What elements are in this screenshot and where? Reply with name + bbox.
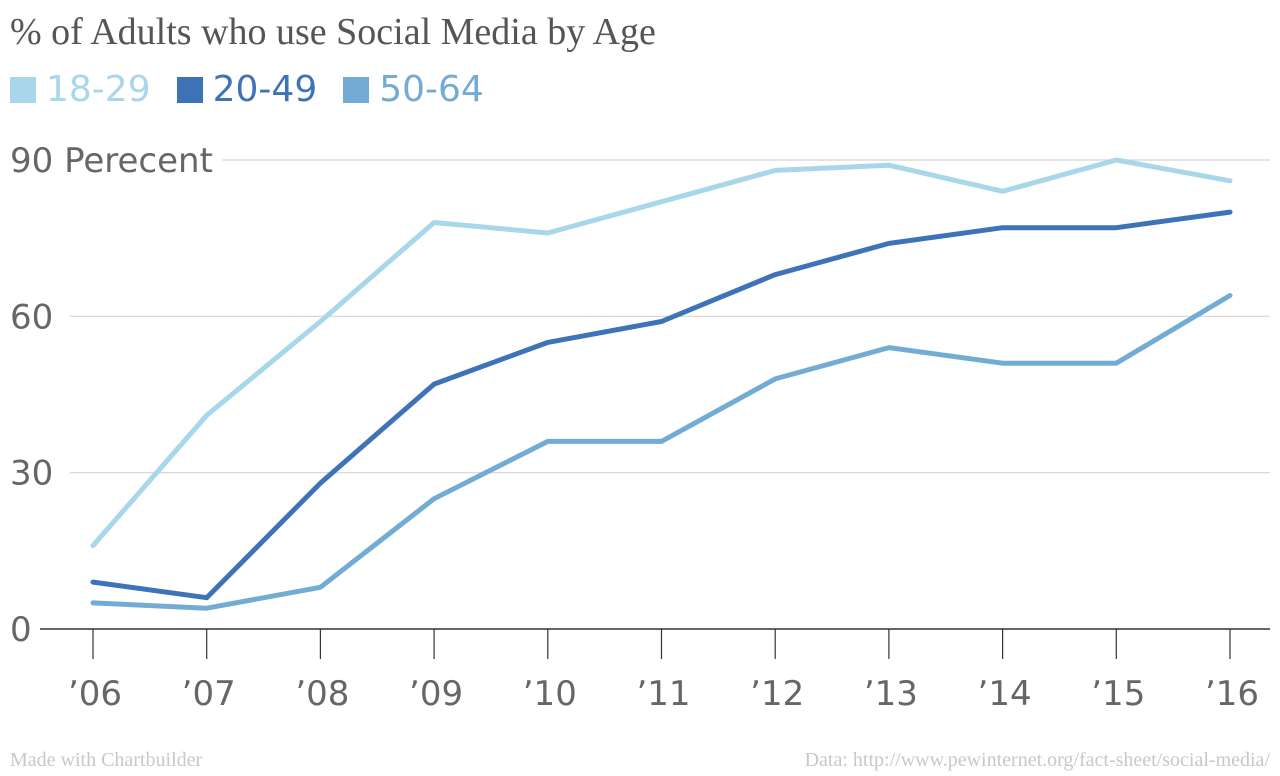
x-tick-label: ’13 [864, 674, 918, 714]
legend-item-20-49: 20-49 [176, 69, 318, 110]
legend-item-50-64: 50-64 [343, 70, 484, 110]
series-line-18-29 [90, 157, 1233, 549]
y-tick-label-30: 30 [10, 454, 53, 494]
y-tick-label-0: 0 [10, 610, 32, 650]
x-tick-label: ’08 [295, 674, 349, 714]
series-line-50-64 [90, 293, 1233, 611]
x-tick-label: ’12 [750, 674, 804, 714]
legend-label: 18-29 [46, 69, 151, 110]
y-tick-label-60: 60 [10, 297, 53, 337]
x-tick-label: ’10 [523, 674, 577, 714]
x-tick-label: ’14 [978, 674, 1032, 714]
legend-label: 50-64 [379, 69, 484, 110]
x-tick-label: ’11 [636, 674, 690, 714]
chart-title: % of Adults who use Social Media by Age [10, 11, 656, 53]
x-tick-label: ’07 [182, 674, 236, 714]
legend-swatch [176, 77, 203, 103]
legend: 18-29 20-49 50-64 [10, 70, 510, 110]
legend-swatch [10, 77, 36, 103]
x-tick-label: ’16 [1205, 674, 1259, 714]
series-line-20-49 [90, 209, 1233, 601]
x-tick-label: ’06 [68, 674, 122, 714]
data-source: Data: http://www.pewinternet.org/fact-sh… [804, 749, 1270, 771]
x-tick-label: ’09 [409, 674, 463, 714]
legend-label: 20-49 [212, 69, 318, 110]
x-tick-label: ’15 [1091, 674, 1145, 714]
y-tick-label-90: 90 Perecent [10, 141, 213, 181]
chart-credit: Made with Chartbuilder [10, 749, 203, 771]
legend-swatch [343, 77, 370, 103]
legend-item-18-29: 18-29 [10, 70, 151, 110]
